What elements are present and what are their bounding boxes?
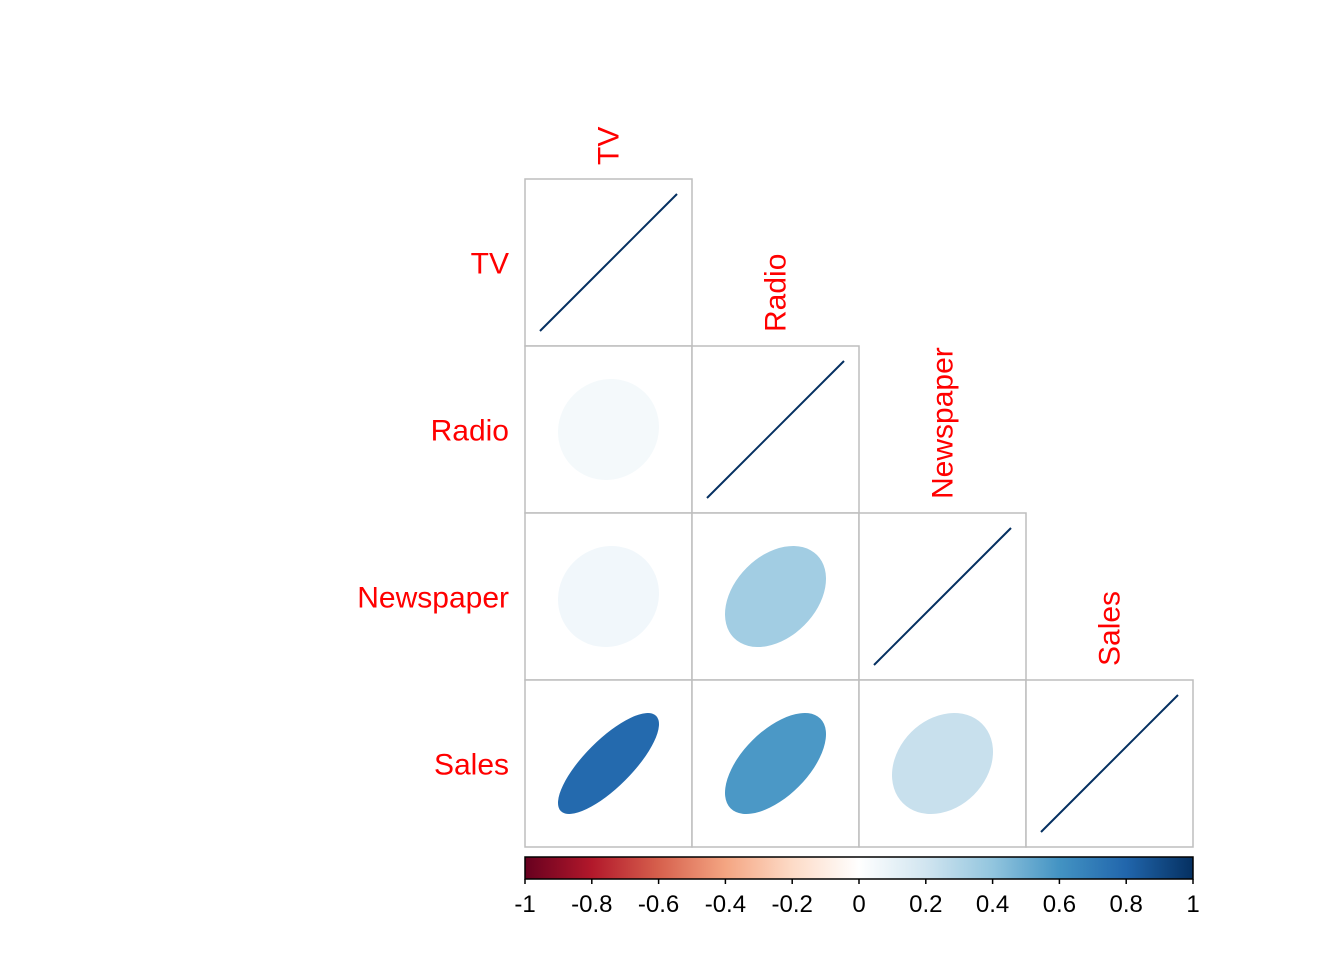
glyph-tv-tv — [539, 193, 678, 332]
row-label-newspaper: Newspaper — [357, 582, 509, 615]
glyph-newspaper-radio — [724, 546, 826, 648]
colorbar-tick-label: 0.2 — [909, 891, 942, 918]
column-label-tv: TV — [593, 127, 626, 165]
colorbar-tick-label: 0.8 — [1110, 891, 1143, 918]
column-label-newspaper: Newspaper — [927, 347, 960, 499]
row-label-tv: TV — [471, 248, 509, 281]
glyph-newspaper-tv — [558, 546, 660, 648]
colorbar-tick-label: -0.6 — [638, 891, 679, 918]
column-label-radio: Radio — [760, 254, 793, 332]
column-labels: TV Radio Newspaper Sales — [593, 127, 1127, 666]
colorbar-gradient — [524, 856, 1194, 880]
row-label-sales: Sales — [434, 749, 509, 782]
glyph-sales-sales — [1040, 694, 1179, 833]
glyph-sales-tv — [557, 713, 659, 815]
colorbar-tick-label: 0.4 — [976, 891, 1009, 918]
colorbar-tick-label: -0.2 — [772, 891, 813, 918]
colorbar-tick-label: 1 — [1186, 891, 1199, 918]
glyph-radio-tv — [558, 378, 660, 480]
colorbar-tick-label: 0 — [852, 891, 865, 918]
glyph-sales-newspaper — [891, 712, 993, 814]
glyph-sales-radio — [724, 713, 826, 815]
row-labels: TV Radio Newspaper Sales — [357, 248, 509, 782]
glyph-newspaper-newspaper — [873, 527, 1012, 666]
matrix-cells — [524, 178, 1194, 848]
column-label-sales: Sales — [1094, 591, 1127, 666]
glyph-radio-radio — [706, 360, 845, 499]
correlation-glyphs — [539, 193, 1179, 833]
colorbar-tick-label: -1 — [514, 891, 535, 918]
colorbar-tick-label: 0.6 — [1043, 891, 1076, 918]
colorbar-legend: -1 -0.8 -0.6 -0.4 -0.2 0 0.2 0.4 0.6 0.8 1 — [514, 856, 1200, 918]
colorbar-tick-label: -0.8 — [571, 891, 612, 918]
colorbar-tick-label: -0.4 — [705, 891, 746, 918]
row-label-radio: Radio — [431, 415, 509, 448]
